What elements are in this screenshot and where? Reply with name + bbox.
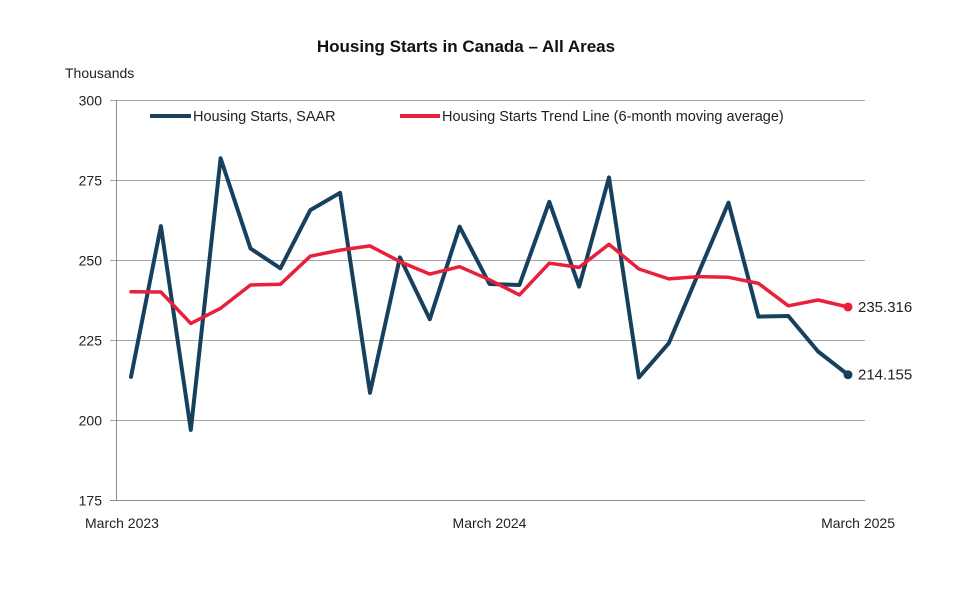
y-tick-label: 275: [79, 173, 103, 189]
series-line-trend: [129, 242, 850, 326]
x-tick-label: March 2025: [821, 515, 895, 531]
y-tick-label: 300: [79, 93, 103, 109]
x-tick-labels: March 2023 March 2024 March 2025: [85, 515, 895, 531]
y-tick-label: 200: [79, 413, 103, 429]
y-tick-label: 225: [79, 333, 103, 349]
housing-starts-point: [843, 370, 853, 380]
gridlines: [110, 100, 865, 501]
legend-label: Housing Starts, SAAR: [193, 109, 336, 125]
x-tick-label: March 2023: [85, 515, 159, 531]
legend-label: Housing Starts Trend Line (6-month movin…: [442, 109, 784, 125]
y-tick-label: 250: [79, 253, 103, 269]
legend: Housing Starts, SAAR Housing Starts Trend…: [150, 109, 784, 125]
end-label-trend: 235.316: [858, 299, 912, 316]
y-tick-labels: 175 200 225 250 275 300: [79, 93, 103, 509]
x-tick-label: March 2024: [453, 515, 527, 531]
chart-title: Housing Starts in Canada – All Areas: [317, 37, 615, 56]
y-tick-label: 175: [79, 493, 103, 509]
y-axis-unit-label: Thousands: [65, 65, 134, 81]
series-line-housing-starts: [129, 156, 850, 432]
data-labels: 214.155 235.316: [858, 299, 912, 384]
series: [129, 156, 853, 432]
end-label-housing-starts: 214.155: [858, 367, 912, 384]
trend-point: [843, 302, 853, 312]
